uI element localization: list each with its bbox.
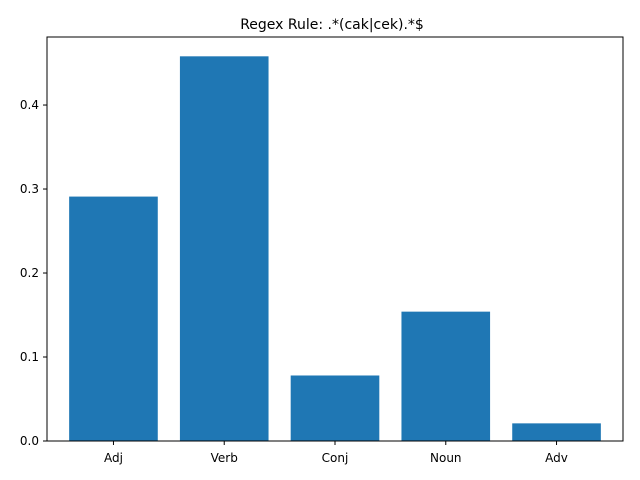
y-tick-label: 0.1 [20,350,39,364]
y-tick-label: 0.0 [20,434,39,448]
y-tick-label: 0.4 [20,98,39,112]
y-tick-label: 0.3 [20,182,39,196]
bar-noun [401,311,491,441]
x-tick-label: Adv [545,451,568,465]
axes-frame [46,36,624,442]
y-axis: 0.0 0.1 0.2 0.3 0.4 [20,98,47,448]
bar-adv [512,423,601,441]
x-tick-label: Conj [322,451,349,465]
x-axis: Adj Verb Conj Noun Adv [104,441,568,465]
x-tick-label: Verb [211,451,238,465]
bars-group [69,56,601,441]
bar-verb [179,56,269,441]
bar-conj [290,375,380,441]
chart-title: Regex Rule: .*(cak|cek).*$ [240,17,424,33]
bar-adj [69,196,158,441]
x-tick-label: Adj [104,451,123,465]
y-tick-label: 0.2 [20,266,39,280]
x-tick-label: Noun [430,451,462,465]
